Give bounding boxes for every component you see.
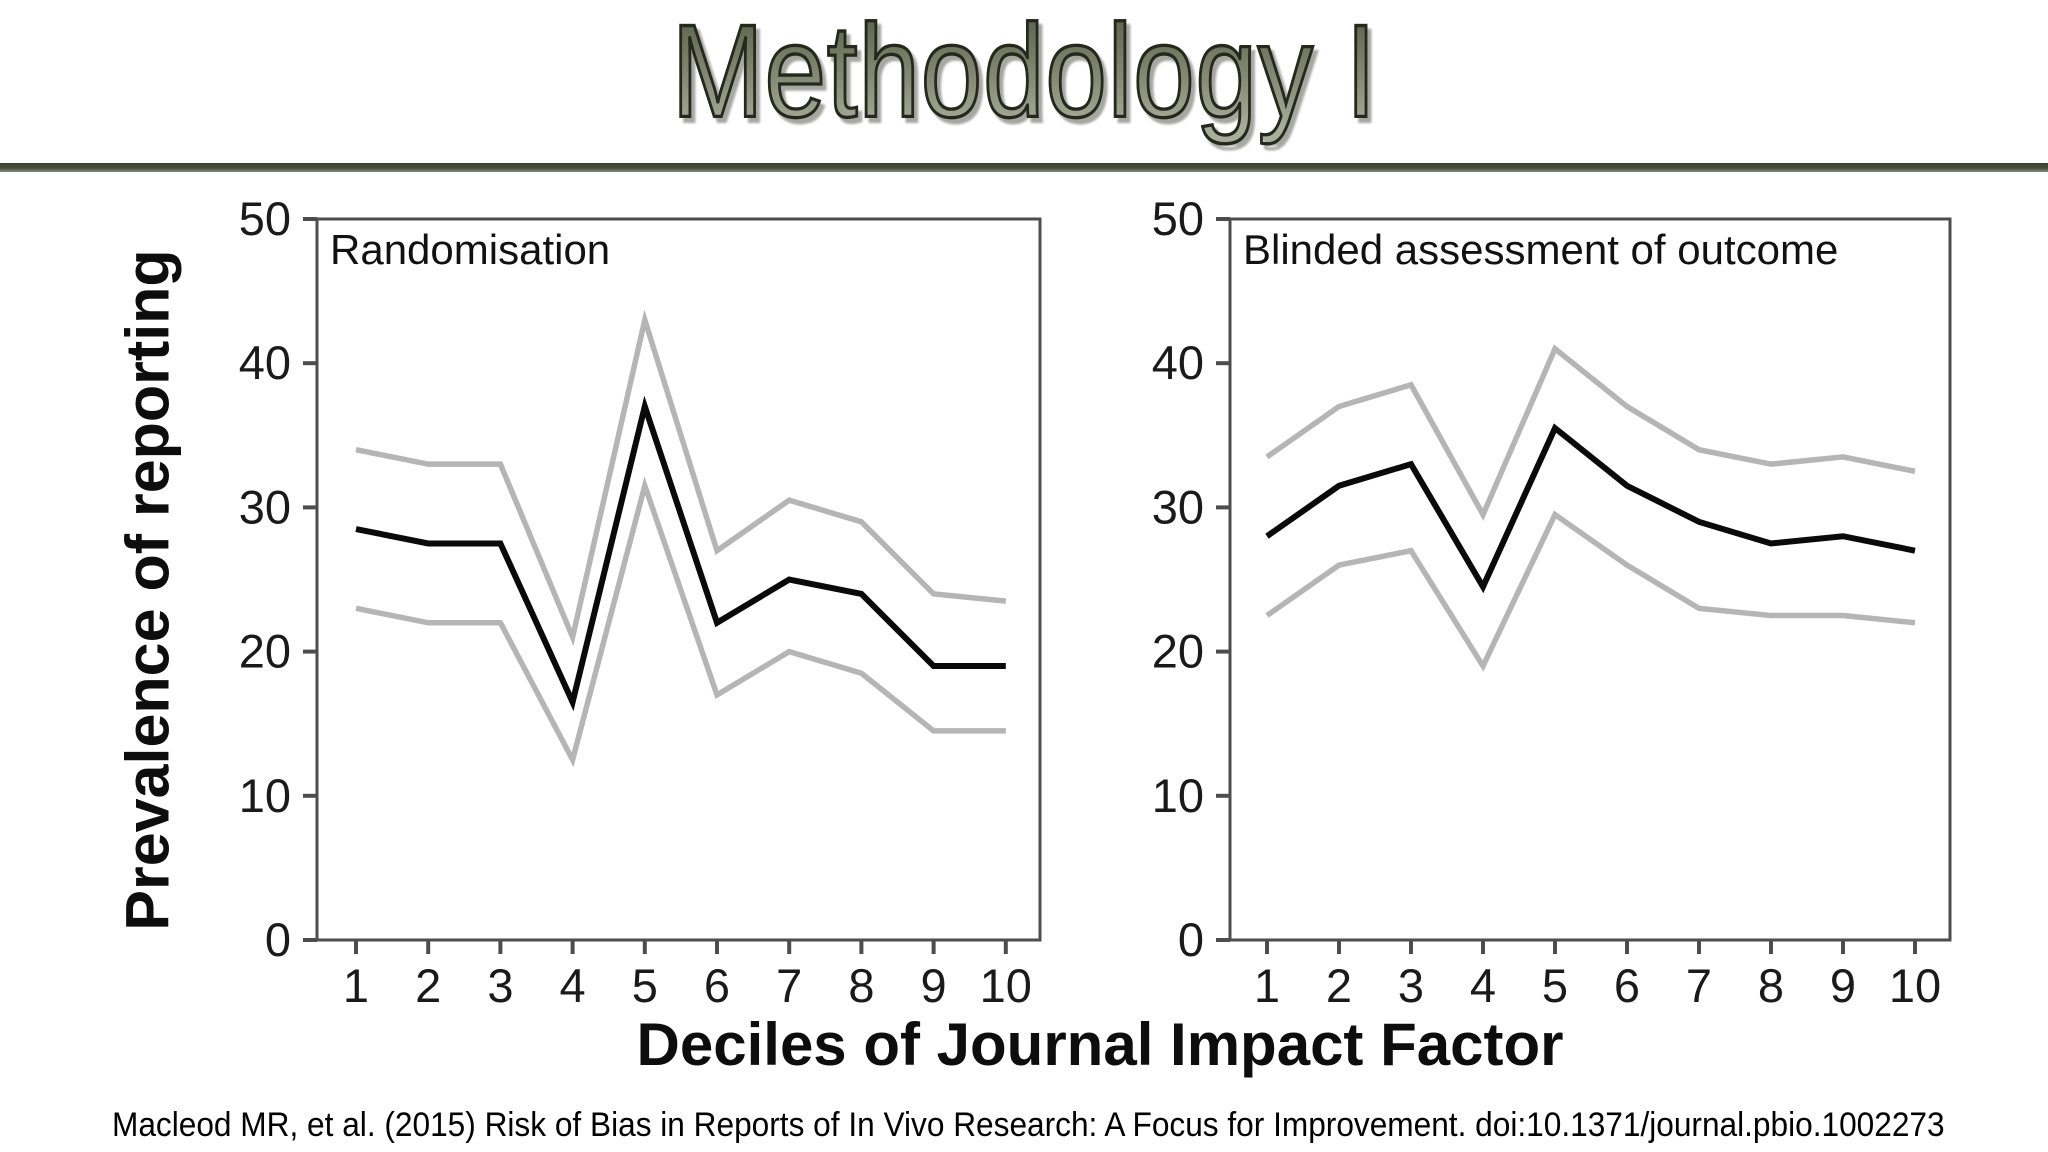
x-tick-label: 4 — [560, 959, 586, 1012]
panel-title: Randomisation — [330, 226, 610, 273]
x-axis-title: Deciles of Journal Impact Factor — [636, 1011, 1564, 1078]
x-tick-label: 8 — [1758, 959, 1784, 1012]
series-lower-gray-band — [1265, 510, 1916, 672]
x-tick-label: 9 — [921, 959, 947, 1012]
x-tick-label: 1 — [1254, 959, 1280, 1012]
slide-title: Methodology I — [0, 0, 2048, 142]
y-tick-label: 0 — [1178, 913, 1204, 966]
chart-blinded-assessment: 0 10 20 30 40 50 1 2 3 4 5 6 7 8 9 10 Blinded assessment… — [1152, 192, 1952, 1012]
y-tick-label: 0 — [265, 913, 291, 966]
y-tick-label: 30 — [239, 480, 291, 533]
slide-title-text: Methodology I — [670, 0, 1377, 145]
series-center-black-line — [1265, 423, 1916, 594]
y-tick-label: 10 — [1152, 769, 1204, 822]
x-tick-label: 6 — [1614, 959, 1640, 1012]
title-divider-rule — [0, 163, 2048, 172]
y-tick-label: 30 — [1152, 480, 1204, 533]
x-tick-label: 7 — [776, 959, 802, 1012]
x-tick-label: 10 — [980, 959, 1032, 1012]
series-lower-gray-band — [355, 476, 1006, 768]
x-tick-label: 5 — [632, 959, 658, 1012]
x-tick-label: 4 — [1470, 959, 1496, 1012]
plot-border — [1228, 217, 1952, 942]
panel-title: Blinded assessment of outcome — [1243, 226, 1838, 273]
y-axis-label: Prevalence of reporting — [86, 170, 210, 1010]
x-tick-label: 6 — [704, 959, 730, 1012]
y-tick-label: 40 — [1152, 336, 1204, 389]
y-tick-label: 20 — [239, 625, 291, 678]
y-tick-label: 10 — [239, 769, 291, 822]
y-tick-label: 50 — [239, 192, 291, 245]
x-tick-label: 1 — [343, 959, 369, 1012]
y-tick-label: 20 — [1152, 625, 1204, 678]
x-tick-label: 8 — [848, 959, 874, 1012]
series-center-black-line — [355, 395, 1006, 712]
y-axis-label-text: Prevalence of reporting — [114, 249, 182, 931]
series-upper-gray-band — [1265, 344, 1916, 521]
x-tick-label: 2 — [415, 959, 441, 1012]
x-tick-label: 2 — [1326, 959, 1352, 1012]
x-tick-label: 5 — [1542, 959, 1568, 1012]
chart-randomisation: 0 10 20 30 40 50 1 2 3 4 5 6 7 8 9 10 Randomisation — [239, 192, 1042, 1012]
x-tick-label: 3 — [1398, 959, 1424, 1012]
x-tick-label: 9 — [1830, 959, 1856, 1012]
citation-text: Macleod MR, et al. (2015) Risk of Bias i… — [112, 1106, 1945, 1144]
x-tick-label: 3 — [487, 959, 513, 1012]
series-upper-gray-band — [355, 309, 1007, 647]
x-tick-label: 10 — [1889, 959, 1941, 1012]
y-tick-label: 50 — [1152, 192, 1204, 245]
x-tick-label: 7 — [1686, 959, 1712, 1012]
plot-border — [315, 217, 1042, 942]
y-tick-label: 40 — [239, 336, 291, 389]
